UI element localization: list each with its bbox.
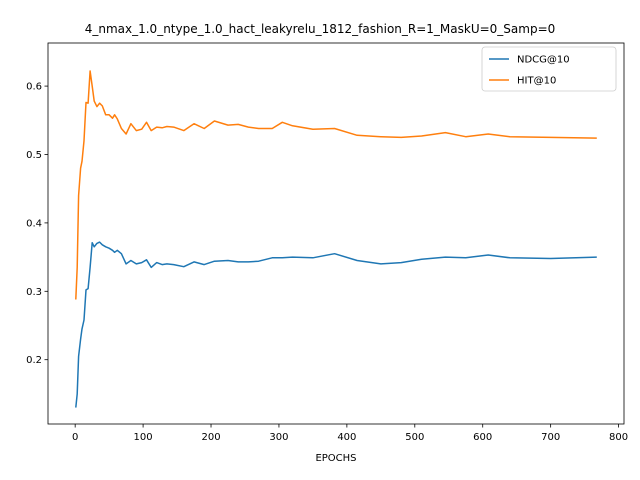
y-tick-label: 0.5 [26, 150, 42, 161]
x-axis-label: EPOCHS [315, 453, 356, 464]
x-tick-label: 0 [72, 432, 78, 443]
chart-title: 4_nmax_1.0_ntype_1.0_hact_leakyrelu_1812… [85, 22, 556, 36]
plot-area-frame [47, 42, 625, 425]
legend-label: HIT@10 [517, 76, 556, 87]
series-line-hit [75, 70, 597, 300]
x-tick-label: 700 [541, 432, 560, 443]
y-tick-label: 0.3 [26, 287, 42, 298]
y-tick-label: 0.6 [26, 82, 42, 93]
x-tick-label: 500 [405, 432, 424, 443]
x-tick-label: 200 [201, 432, 220, 443]
y-tick-label: 0.2 [26, 355, 42, 366]
y-tick-label: 0.4 [26, 218, 42, 229]
plot-lines [75, 70, 597, 408]
x-tick-label: 400 [337, 432, 356, 443]
series-line-ndcg [75, 241, 597, 408]
x-tick-label: 100 [134, 432, 153, 443]
x-tick-label: 300 [269, 432, 288, 443]
legend-label: NDCG@10 [517, 55, 570, 66]
y-axis: 0.2 0.3 0.4 0.5 0.6 [26, 82, 48, 366]
x-tick-label: 800 [609, 432, 628, 443]
x-axis: 0 100 200 300 400 500 600 700 800 [72, 424, 628, 443]
x-tick-label: 600 [473, 432, 492, 443]
legend-box [481, 46, 617, 92]
legend: NDCG@10 HIT@10 [481, 46, 617, 92]
